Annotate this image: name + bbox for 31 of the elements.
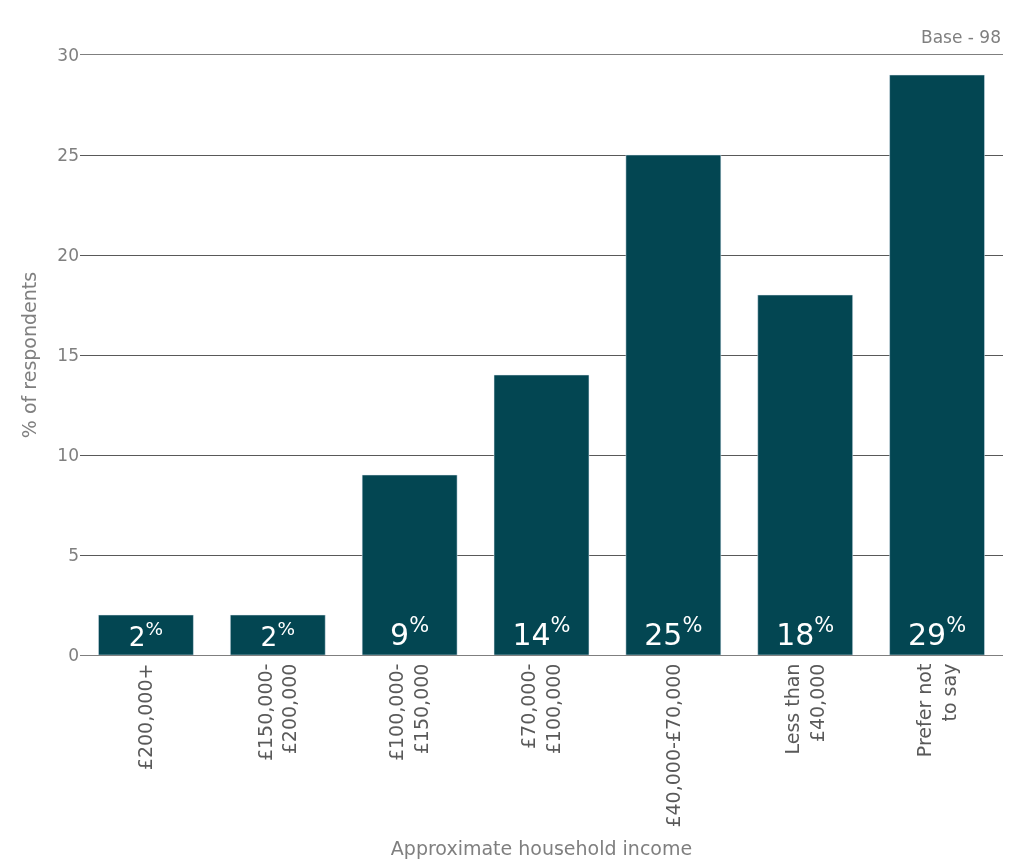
x-tick-label: £100,000- £150,000 bbox=[385, 663, 433, 762]
y-tick-label: 15 bbox=[57, 344, 79, 365]
bar bbox=[98, 614, 194, 655]
x-axis-title: Approximate household income bbox=[390, 837, 693, 860]
x-tick-label: £40,000-£70,000 bbox=[661, 663, 684, 828]
bar bbox=[361, 474, 458, 655]
data-label: 29$^{%}$ bbox=[907, 613, 967, 652]
data-label: 25$^{%}$ bbox=[644, 613, 703, 652]
data-label: 2$^{%}$ bbox=[260, 617, 295, 652]
y-tick-label: 20 bbox=[57, 244, 79, 265]
y-tick-label: 10 bbox=[57, 444, 79, 465]
data-label: 9$^{%}$ bbox=[390, 613, 430, 652]
bar bbox=[493, 374, 590, 655]
bar bbox=[757, 294, 853, 655]
x-tick-label: £200,000+ bbox=[134, 663, 157, 771]
y-tick-label: 30 bbox=[57, 44, 79, 65]
y-tick-label: 5 bbox=[68, 544, 79, 565]
data-label: 14$^{%}$ bbox=[512, 613, 571, 652]
y-tick-label: 25 bbox=[57, 144, 79, 165]
data-label: 18$^{%}$ bbox=[776, 613, 835, 652]
bar bbox=[889, 74, 985, 655]
bar bbox=[625, 154, 722, 655]
bar bbox=[230, 614, 326, 655]
x-tick-label: £150,000- £200,000 bbox=[253, 663, 301, 762]
x-tick-label: £70,000- £100,000 bbox=[517, 663, 565, 755]
y-tick-label: 0 bbox=[68, 644, 79, 665]
data-label: 2$^{%}$ bbox=[128, 617, 164, 652]
text: Base - 98 bbox=[921, 27, 1001, 47]
x-tick-label: Prefer not to say bbox=[912, 663, 960, 758]
y-axis-title: % of respondents bbox=[18, 271, 41, 439]
x-tick-label: Less than £40,000 bbox=[781, 663, 828, 755]
